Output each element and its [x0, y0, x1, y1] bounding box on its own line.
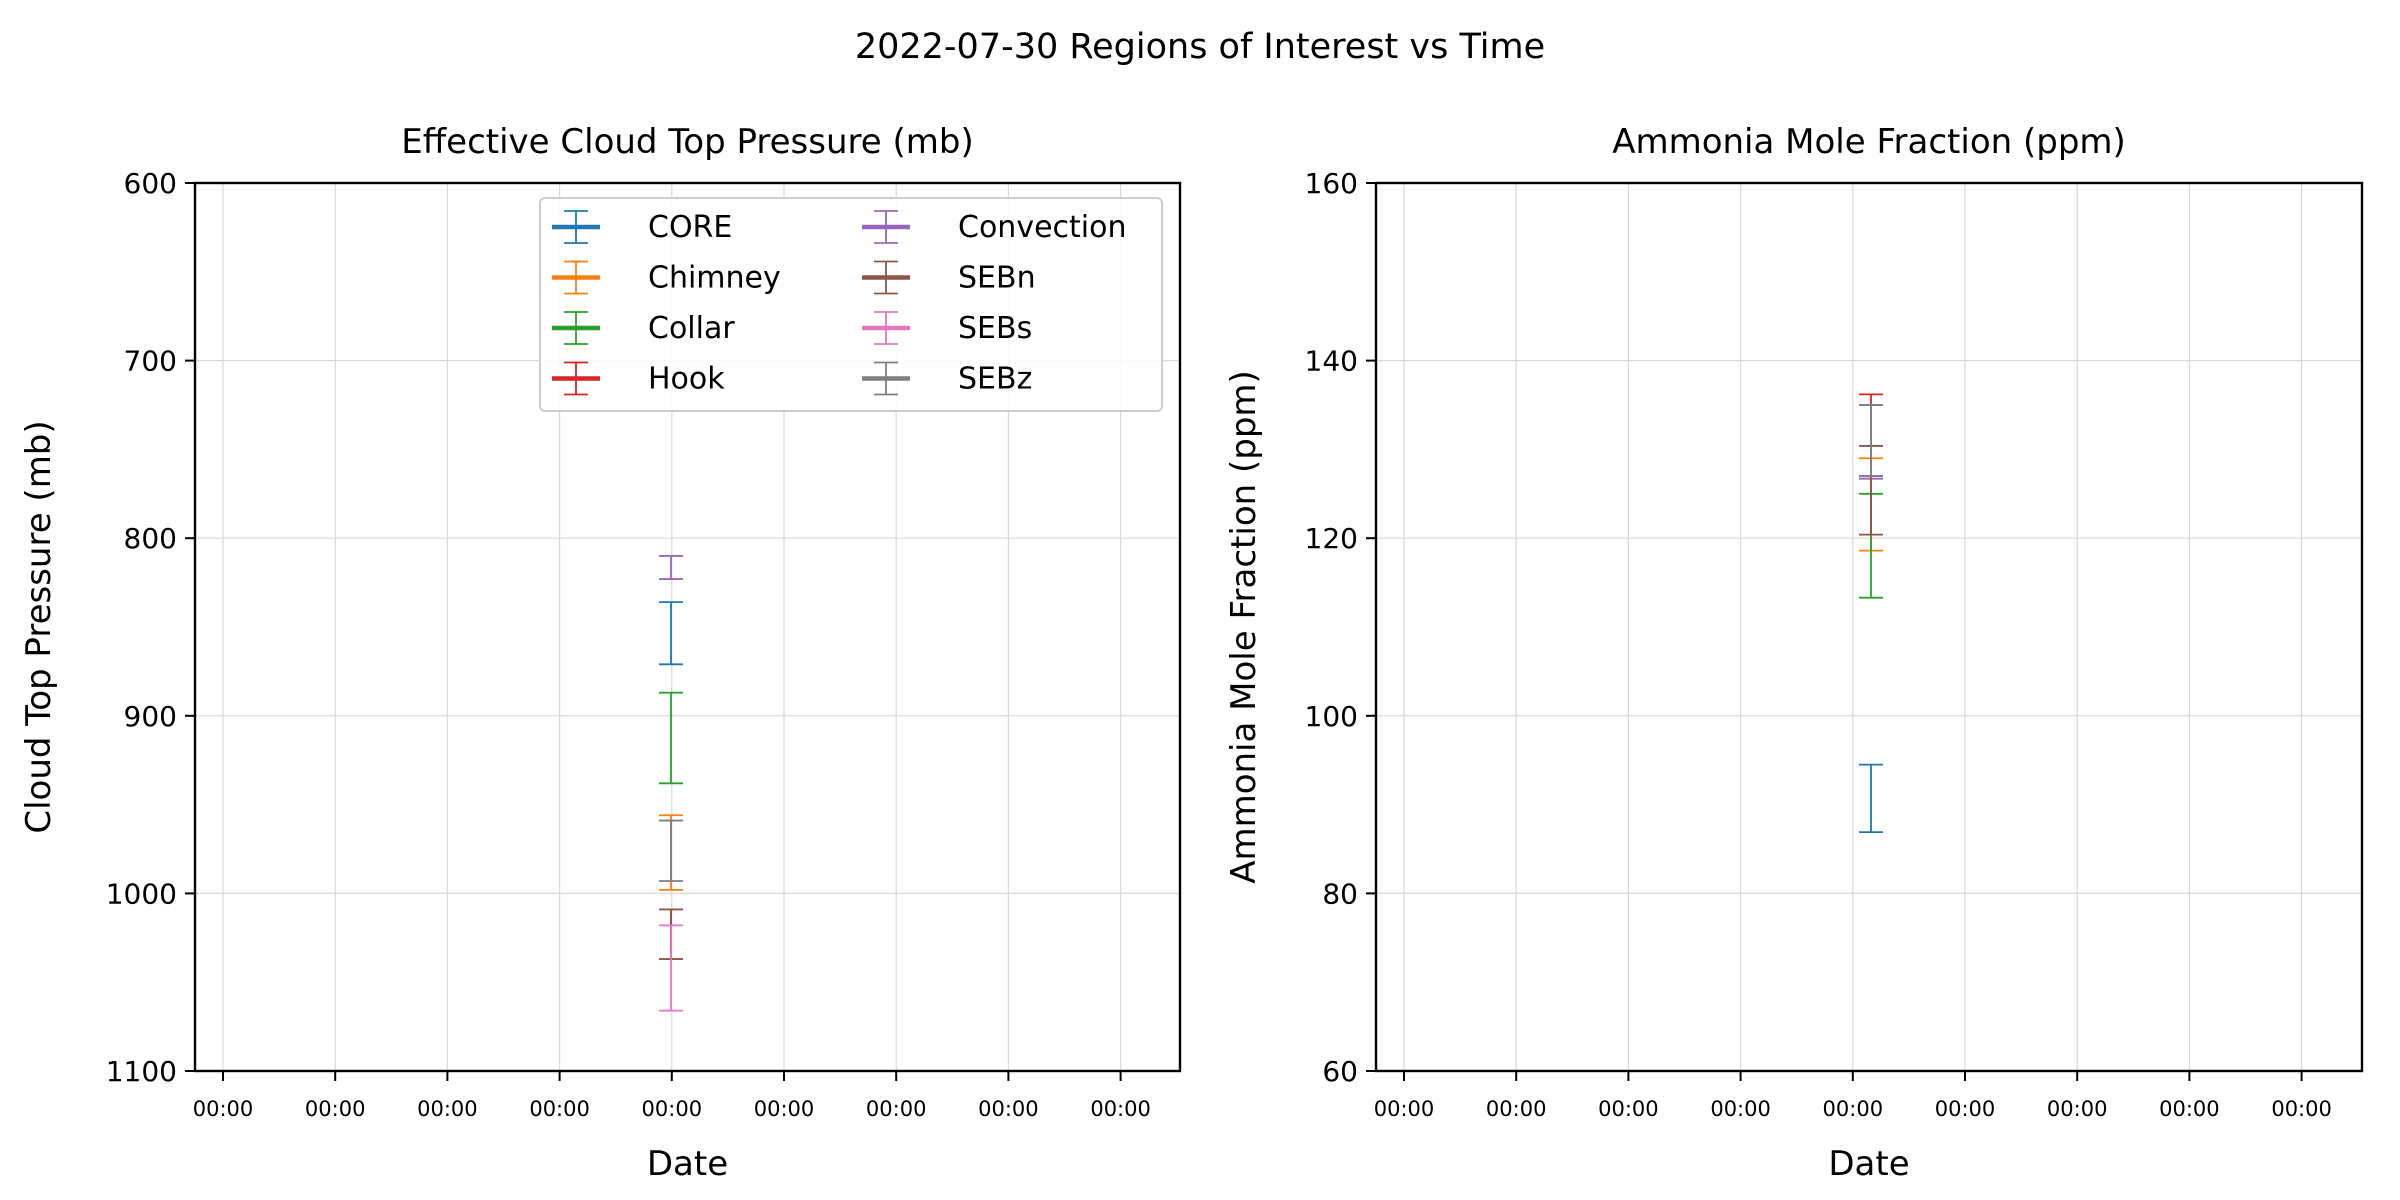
- panel-title: Ammonia Mole Fraction (ppm): [1612, 122, 2126, 162]
- y-axis-label: Ammonia Mole Fraction (ppm): [1224, 370, 1264, 884]
- y-tick-label: 80: [1322, 877, 1358, 910]
- x-tick-label: 00:00: [1935, 1097, 1996, 1121]
- legend-label: Chimney: [648, 261, 781, 296]
- x-axis-label: Date: [1828, 1144, 1909, 1184]
- errorbar-core: [659, 601, 683, 666]
- y-tick-label: 1100: [106, 1055, 177, 1088]
- x-tick-label: 00:00: [1374, 1097, 1435, 1121]
- legend-label: CORE: [648, 210, 732, 245]
- x-tick-label: 00:00: [193, 1097, 254, 1121]
- figure-title: 2022-07-30 Regions of Interest vs Time: [855, 27, 1545, 67]
- x-tick-label: 00:00: [754, 1097, 815, 1121]
- legend-item-collar: Collar: [552, 311, 735, 346]
- x-tick-label: 00:00: [1823, 1097, 1884, 1121]
- chart-panel-2: 00:00 00:00 00:00 00:00 00:00 00:00 00:00 00:00…: [1224, 122, 2364, 1184]
- y-tick-label: 120: [1305, 522, 1358, 555]
- errorbar-sebs: [659, 924, 683, 1012]
- x-tick-label: 00:00: [1090, 1097, 1151, 1121]
- y-axis-label: Cloud Top Pressure (mb): [19, 420, 59, 833]
- errorbar-sebz: [659, 819, 683, 882]
- x-tick-label: 00:00: [866, 1097, 927, 1121]
- legend-label: SEBz: [958, 362, 1032, 397]
- x-tick-label: 00:00: [1710, 1097, 1771, 1121]
- x-tick-label: 00:00: [2047, 1097, 2108, 1121]
- y-tick-label: 160: [1305, 167, 1358, 200]
- x-axis-label: Date: [647, 1144, 728, 1184]
- x-tick-label: 00:00: [1486, 1097, 1547, 1121]
- y-tick-label: 140: [1305, 345, 1358, 378]
- y-tick-label: 700: [124, 345, 177, 378]
- x-tick-label: 00:00: [305, 1097, 366, 1121]
- errorbar-convection: [659, 555, 683, 580]
- plot-frame: [193, 181, 1182, 1073]
- legend-label: SEBn: [958, 261, 1036, 296]
- y-tick-label: 60: [1322, 1055, 1358, 1088]
- errorbar-core: [1859, 763, 1883, 834]
- x-tick-label: 00:00: [417, 1097, 478, 1121]
- legend-item-sebz: SEBz: [862, 362, 1032, 397]
- panel-title: Effective Cloud Top Pressure (mb): [401, 122, 973, 162]
- legend-item-chimney: Chimney: [552, 261, 781, 296]
- x-tick-label: 00:00: [2271, 1097, 2332, 1121]
- legend-item-hook: Hook: [552, 362, 725, 397]
- y-tick-label: 600: [124, 167, 177, 200]
- y-tick-label: 1000: [106, 877, 177, 910]
- x-tick-label: 00:00: [529, 1097, 590, 1121]
- x-tick-label: 00:00: [642, 1097, 703, 1121]
- plot-frame: [1374, 181, 2364, 1073]
- legend-label: SEBs: [958, 311, 1032, 346]
- legend-label: Collar: [648, 311, 735, 346]
- y-tick-label: 900: [124, 700, 177, 733]
- legend-item-sebn: SEBn: [862, 261, 1036, 296]
- y-tick-label: 100: [1305, 700, 1358, 733]
- legend: CORE Chimney Collar Hook Convection SEBn SEBs S…: [539, 197, 1163, 412]
- legend-item-sebs: SEBs: [862, 311, 1032, 346]
- legend-item-core: CORE: [552, 210, 732, 245]
- x-tick-label: 00:00: [978, 1097, 1039, 1121]
- legend-item-convection: Convection: [862, 210, 1127, 245]
- errorbar-collar: [659, 691, 683, 785]
- legend-label: Hook: [648, 362, 725, 397]
- x-tick-label: 00:00: [2159, 1097, 2220, 1121]
- y-tick-label: 800: [124, 522, 177, 555]
- chart-panel-1: 00:00 00:00 00:00 00:00 00:00 00:00 00:00 00:00…: [19, 122, 1182, 1184]
- errorbar-sebz: [1859, 404, 1883, 477]
- legend-label: Convection: [958, 210, 1127, 245]
- x-tick-label: 00:00: [1598, 1097, 1659, 1121]
